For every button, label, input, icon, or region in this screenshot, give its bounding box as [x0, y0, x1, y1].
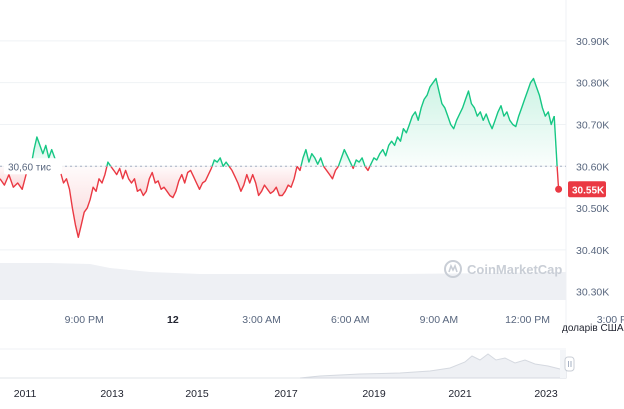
navigator-year-label: 2017 [274, 388, 298, 400]
y-tick-label: 30.60K [576, 161, 609, 173]
y-tick-label: 30.40K [576, 245, 609, 257]
line-segment-down [228, 165, 298, 197]
area-fill-below [323, 166, 339, 179]
line-segment-up [353, 157, 366, 167]
line-segment-down [364, 165, 371, 172]
area-fill-below [57, 166, 107, 238]
y-tick-label: 30.90K [576, 36, 609, 48]
watermark-text: CoinMarketCap [467, 262, 562, 277]
area-fill-below [229, 166, 297, 196]
x-tick-label: 9:00 PM [65, 314, 104, 326]
area-fill-above [369, 78, 555, 167]
volume-band [0, 263, 566, 300]
navigator-year-label: 2023 [534, 388, 558, 400]
line-segment-down [110, 165, 213, 199]
navigator-year-label: 2015 [185, 388, 209, 400]
x-tick-label: 12 [167, 314, 179, 326]
line-segment-down [351, 165, 355, 170]
x-tick-label: 3:00 PM [597, 314, 624, 326]
y-tick-label: 30.50K [576, 203, 609, 215]
line-segment-up [300, 148, 325, 167]
y-tick-label: 30.70K [576, 119, 609, 131]
reference-label: 30,60 тис [8, 162, 51, 173]
x-tick-label: 6:00 AM [331, 314, 370, 326]
last-price-marker: 30.55K [555, 181, 606, 198]
coinmarketcap-logo-mark [448, 263, 458, 273]
volume-area [0, 263, 566, 300]
navigator-year-label: 2019 [362, 388, 386, 400]
line-segment-up [337, 148, 353, 167]
y-tick-label: 30.80K [576, 78, 609, 90]
last-price-badge [568, 181, 606, 198]
price-series-line [0, 77, 560, 238]
line-segment-down [296, 165, 302, 172]
reference-label-background [4, 158, 62, 175]
x-tick-label: 3:00 AM [242, 314, 281, 326]
last-price-dot [555, 185, 563, 193]
time-range-navigator[interactable]: 2011 2013 2015 2017 2019 2021 2023 [0, 348, 575, 400]
navigator-year-label: 2021 [448, 388, 472, 400]
line-segment-down [56, 165, 108, 238]
navigator-history-area [299, 353, 567, 379]
line-segment-up [211, 157, 230, 167]
line-segment-up [553, 116, 558, 167]
line-segment-down [556, 166, 560, 190]
watermark: CoinMarketCap [444, 260, 562, 278]
navigator-year-label: 2011 [14, 388, 37, 400]
navigator-handle[interactable] [564, 356, 575, 372]
x-tick-label: 9:00 AM [420, 314, 459, 326]
line-segment-up [30, 136, 59, 167]
navigator-x-ticks: 2011 2013 2015 2017 2019 2021 2023 [14, 388, 558, 400]
navigator-selected-range [560, 350, 566, 378]
line-segment-up [369, 77, 555, 167]
reference-line: 30,60 тис [0, 158, 566, 175]
line-segment-up [106, 161, 112, 167]
area-fill-above [338, 149, 353, 167]
currency-unit-label: доларів США [562, 323, 624, 334]
y-tick-label: 30.30K [576, 287, 609, 299]
line-segment-down [0, 165, 32, 190]
x-axis-ticks: 9:00 PM 12 3:00 AM 6:00 AM 9:00 AM 12:00 PM 3:… [65, 314, 624, 326]
coinmarketcap-logo-icon [444, 260, 462, 278]
last-price-label: 30.55K [572, 185, 605, 196]
y-axis-ticks: 30.90K 30.80K 30.70K 30.60K 30.50K 30.40K 30.3… [576, 36, 609, 299]
navigator-year-label: 2013 [100, 388, 124, 400]
x-tick-label: 12:00 PM [505, 314, 550, 326]
line-segment-down [323, 165, 339, 180]
